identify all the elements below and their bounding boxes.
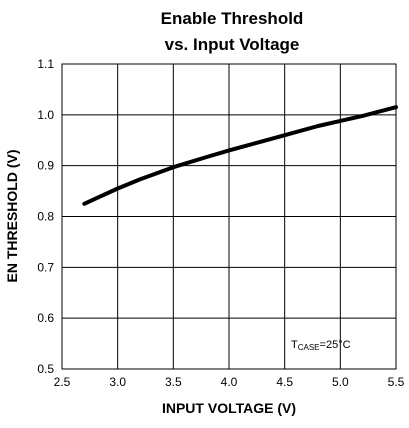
series-line (82, 105, 398, 206)
grid (62, 64, 396, 369)
plot-frame (61, 63, 397, 370)
y-tick-label: 0.9 (37, 159, 54, 173)
x-tick-label: 2.5 (54, 375, 71, 389)
chart-title-line1: Enable Threshold (161, 9, 304, 28)
y-tick-label: 0.7 (37, 260, 54, 274)
y-tick-labels: 0.5 0.6 0.7 0.8 0.9 1.0 1.1 (37, 57, 54, 376)
annotation-tcase: TCASE=25°C (291, 339, 351, 352)
y-tick-label: 0.6 (37, 311, 54, 325)
chart-title-line2: vs. Input Voltage (165, 35, 300, 54)
x-tick-label: 4.5 (276, 375, 293, 389)
y-tick-label: 1.0 (37, 108, 54, 122)
x-tick-label: 5.5 (388, 375, 405, 389)
y-axis-label: EN THRESHOLD (V) (4, 150, 20, 283)
x-tick-label: 3.0 (109, 375, 126, 389)
x-axis-label: INPUT VOLTAGE (V) (162, 400, 296, 416)
x-tick-label: 3.5 (165, 375, 182, 389)
x-tick-label: 4.0 (221, 375, 238, 389)
x-tick-labels: 2.5 3.0 3.5 4.0 4.5 5.0 5.5 (54, 375, 405, 389)
x-tick-label: 5.0 (332, 375, 349, 389)
y-tick-label: 0.8 (37, 210, 54, 224)
y-tick-label: 0.5 (37, 362, 54, 376)
y-tick-label: 1.1 (37, 57, 54, 71)
